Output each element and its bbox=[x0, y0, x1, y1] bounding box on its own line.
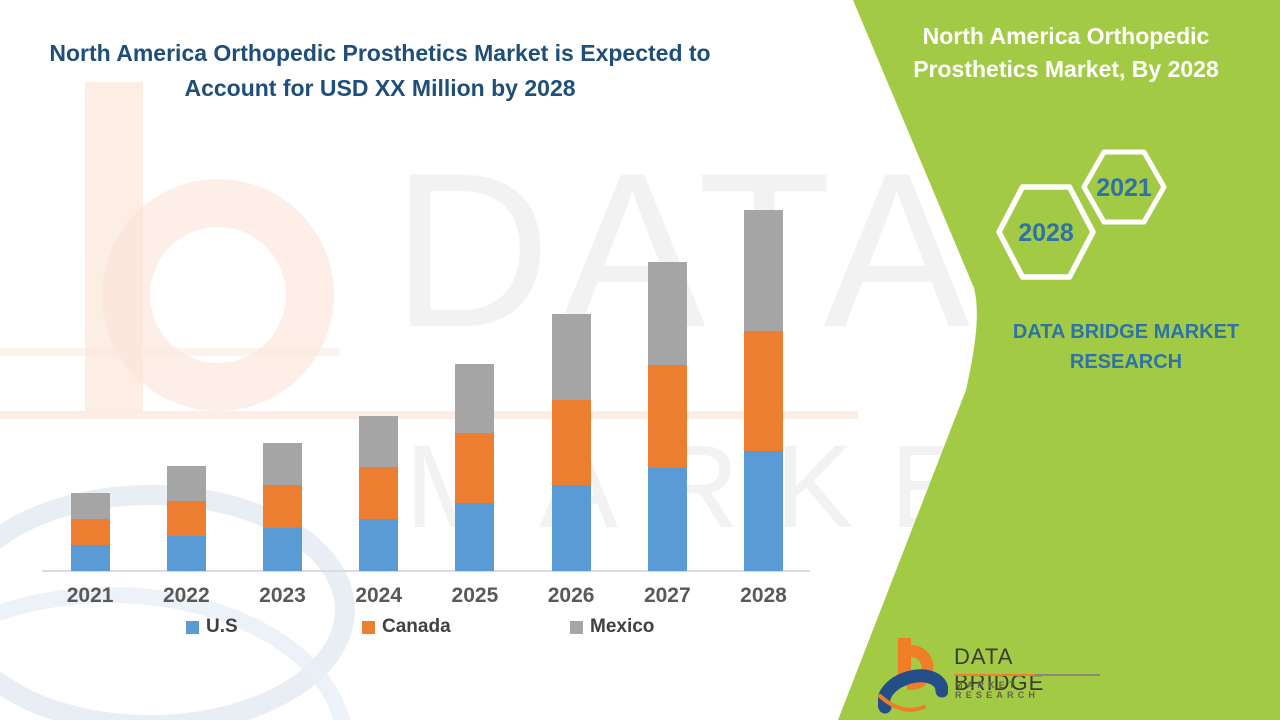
legend-item-canada: Canada bbox=[362, 616, 451, 637]
badge-year-2021: 2021 bbox=[1096, 174, 1152, 202]
x-axis-label-2023: 2023 bbox=[259, 584, 306, 607]
brand-text-line2: RESEARCH bbox=[1069, 351, 1183, 373]
bar-2028-canada bbox=[744, 331, 783, 451]
footer-brand-divider bbox=[954, 674, 1100, 676]
page-title-line2: Account for USD XX Million by 2028 bbox=[184, 75, 576, 101]
hexagon-2021-outline bbox=[1081, 149, 1167, 225]
legend-item-mexico: Mexico bbox=[570, 616, 655, 637]
bar-2022-us bbox=[166, 536, 206, 571]
dbmr-logo-icon bbox=[877, 638, 949, 714]
x-axis-line bbox=[42, 570, 810, 572]
bar-2022-canada bbox=[166, 501, 206, 536]
legend-item-us: U.S bbox=[186, 616, 238, 637]
bar-2024-us bbox=[359, 519, 399, 571]
bar-2027-canada bbox=[647, 365, 687, 468]
bar-2021-mexico bbox=[70, 493, 110, 519]
brand-text: DATA BRIDGE MARKET RESEARCH bbox=[990, 317, 1262, 377]
badge-year-2028: 2028 bbox=[1018, 219, 1074, 247]
legend-swatch bbox=[186, 620, 199, 634]
bar-2028-us bbox=[744, 451, 783, 571]
bar-2021-us bbox=[70, 545, 110, 571]
bar-2027-us bbox=[647, 468, 687, 571]
bar-2027-mexico bbox=[647, 262, 687, 365]
bar-2024-canada bbox=[359, 467, 399, 519]
bar-2025-mexico bbox=[455, 364, 495, 433]
watermark-underline-band bbox=[0, 348, 340, 356]
x-axis-label-2022: 2022 bbox=[162, 584, 210, 607]
bar-2028-mexico bbox=[744, 210, 783, 331]
x-axis-label-2024: 2024 bbox=[355, 584, 403, 607]
x-axis-label-2025: 2025 bbox=[451, 584, 499, 607]
bar-2023-us bbox=[263, 528, 302, 571]
year-hexagon-badges: 2028 2021 bbox=[996, 149, 1167, 280]
x-axis-label-2026: 2026 bbox=[547, 584, 595, 607]
watermark-underline-band bbox=[0, 411, 858, 419]
page-title-line1: North America Orthopedic Prosthetics Mar… bbox=[49, 40, 711, 66]
legend-swatch bbox=[570, 620, 583, 634]
bar-2026-mexico bbox=[551, 314, 591, 400]
legend-label: U.S bbox=[206, 616, 238, 637]
side-panel-title: North America Orthopedic Prosthetics Mar… bbox=[890, 20, 1242, 86]
bar-2024-mexico bbox=[359, 416, 399, 467]
bar-2025-canada bbox=[455, 433, 495, 503]
legend-label: Canada bbox=[382, 616, 451, 637]
bar-2023-canada bbox=[263, 485, 302, 528]
bar-2021-canada bbox=[70, 519, 110, 545]
bar-2023-mexico bbox=[263, 443, 302, 485]
x-axis-label-2021: 2021 bbox=[66, 584, 114, 607]
side-panel-title-line2: Prosthetics Market, By 2028 bbox=[913, 56, 1219, 82]
bar-2022-mexico bbox=[166, 466, 206, 501]
footer-brand-tagline: MARKET RESEARCH bbox=[955, 680, 1040, 700]
page-title: North America Orthopedic Prosthetics Mar… bbox=[30, 36, 730, 106]
side-panel-title-line1: North America Orthopedic bbox=[922, 23, 1210, 49]
bar-2025-us bbox=[455, 503, 495, 571]
bar-2026-canada bbox=[551, 400, 591, 485]
hexagon-2028-outline bbox=[996, 184, 1096, 280]
brand-text-line1: DATA BRIDGE MARKET bbox=[1012, 321, 1240, 343]
x-axis-label-2028: 2028 bbox=[740, 584, 787, 607]
legend-label: Mexico bbox=[590, 616, 655, 637]
bar-2026-us bbox=[551, 485, 591, 571]
legend-swatch bbox=[362, 620, 375, 634]
x-axis-label-2027: 2027 bbox=[643, 584, 691, 607]
footer-logo: DATA BRIDGE MARKET RESEARCH bbox=[877, 636, 1108, 716]
